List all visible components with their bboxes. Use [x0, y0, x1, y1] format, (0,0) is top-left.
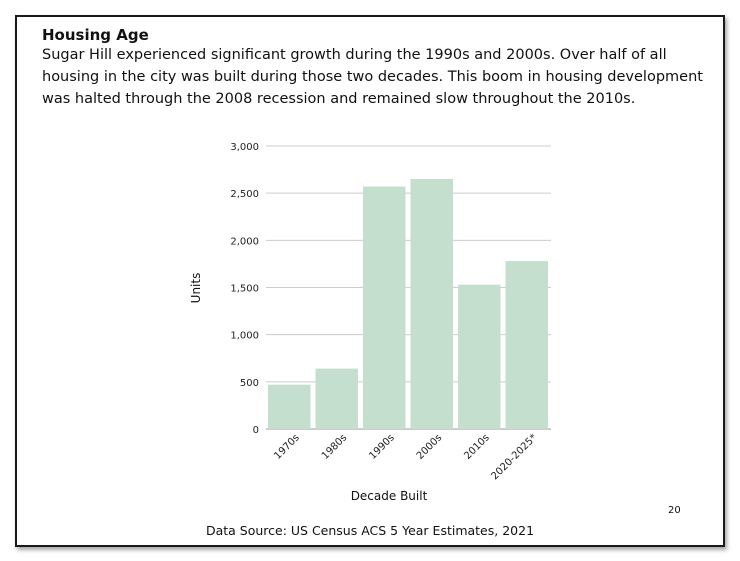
section-body-text: Sugar Hill experienced significant growt…: [42, 47, 703, 107]
section-heading: Housing Age: [42, 26, 149, 44]
y-tick-label: 1,500: [230, 284, 259, 295]
x-tick-label: 2010s: [462, 432, 491, 461]
bar: [363, 186, 406, 429]
x-tick-label: 1970s: [272, 432, 301, 461]
x-tick-label: 2000s: [415, 432, 444, 461]
grid-layer: [266, 145, 551, 430]
y-tick-labels: 0 500 1,000 1,500 2,000 2,500 3,000: [230, 142, 259, 436]
bar: [410, 179, 453, 429]
x-tick-label: 1990s: [367, 432, 396, 461]
y-tick-label: 2,500: [230, 189, 259, 200]
x-tick-label: 1980s: [320, 432, 349, 461]
bar: [268, 384, 311, 429]
bar: [315, 368, 358, 429]
page-number: 20: [668, 505, 681, 516]
bar-layer: [268, 179, 548, 429]
y-tick-label: 2,000: [230, 236, 259, 247]
y-tick-label: 0: [253, 425, 259, 436]
y-tick-label: 500: [240, 378, 259, 389]
x-axis-title: Decade Built: [351, 489, 428, 503]
y-axis-title: Units: [189, 273, 203, 304]
y-tick-label: 1,000: [230, 331, 259, 342]
y-tick-label: 3,000: [230, 142, 259, 153]
x-tick-label: 2020-2025*: [490, 432, 540, 482]
bar: [505, 261, 548, 429]
bar: [458, 284, 501, 429]
data-source-note: Data Source: US Census ACS 5 Year Estima…: [205, 523, 535, 538]
